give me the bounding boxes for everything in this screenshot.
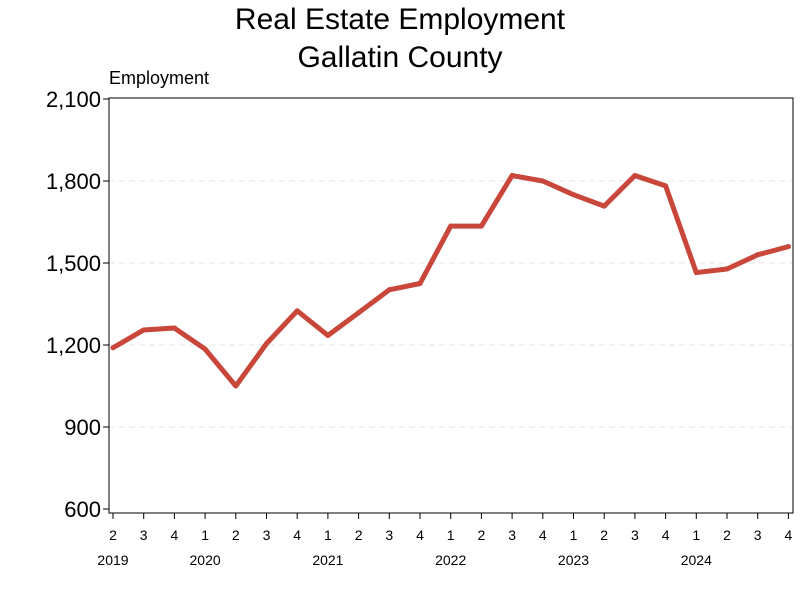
x-tick-label-quarter: 2	[109, 527, 117, 543]
x-tick-label-quarter: 4	[293, 527, 301, 543]
y-tick-label: 1,200	[46, 333, 101, 358]
data-point	[663, 183, 669, 189]
y-tick-label: 1,800	[46, 169, 101, 194]
x-tick-label-quarter: 4	[785, 527, 793, 543]
x-tick-label-quarter: 4	[539, 527, 547, 543]
x-tick-label-quarter: 3	[140, 527, 148, 543]
x-tick-label-quarter: 2	[723, 527, 731, 543]
grid-lines	[109, 180, 793, 428]
y-axis: 600 900 1,200 1,500 1,800 2,100	[46, 87, 109, 522]
chart-title-line-2: Gallatin County	[297, 41, 503, 74]
x-tick-label-quarter: 4	[171, 527, 179, 543]
x-year-label: 2022	[435, 552, 466, 568]
x-tick-label-quarter: 1	[324, 527, 332, 543]
x-tick-label-quarter: 1	[201, 527, 209, 543]
data-point	[571, 192, 576, 198]
data-point	[386, 287, 392, 293]
data-point	[448, 223, 454, 229]
x-tick-label-quarter: 2	[600, 527, 608, 543]
x-tick-label-quarter: 4	[662, 527, 670, 543]
x-year-label: 2019	[97, 552, 128, 568]
x-tick-label-quarter: 3	[631, 527, 639, 543]
x-tick-label-quarter: 3	[754, 527, 762, 543]
data-point	[417, 281, 423, 287]
data-point	[724, 266, 730, 272]
x-tick-label-quarter: 2	[232, 527, 240, 543]
data-point	[233, 383, 239, 389]
data-point	[601, 203, 607, 209]
series-layer	[110, 173, 791, 389]
y-tick-label: 600	[64, 497, 101, 522]
data-point	[202, 346, 208, 352]
x-axis: 2 3 4 1 2 3 4 1 2 3 4 1 2 3 4 1 2 3 4 1 2 3 4 2019 2020 2021 2022 2…	[97, 513, 793, 568]
x-tick-label-quarter: 1	[692, 527, 700, 543]
x-tick-label-quarter: 2	[355, 527, 363, 543]
data-point	[264, 341, 269, 347]
x-year-label: 2023	[558, 552, 589, 568]
y-tick-label: 900	[64, 415, 101, 440]
x-tick-label-quarter: 2	[478, 527, 486, 543]
x-tick-label-quarter: 1	[570, 527, 578, 543]
chart-title-line-1: Real Estate Employment	[234, 3, 566, 36]
x-tick-label-quarter: 4	[416, 527, 424, 543]
data-point	[478, 223, 484, 229]
data-point	[294, 308, 300, 314]
x-tick-label-quarter: 3	[385, 527, 393, 543]
data-point	[785, 244, 791, 250]
series-line	[110, 173, 791, 389]
y-tick-label: 2,100	[46, 87, 101, 112]
x-tick-label-quarter: 3	[508, 527, 516, 543]
data-point	[632, 173, 638, 179]
x-year-label: 2021	[312, 552, 343, 568]
data-point	[141, 327, 147, 333]
data-point	[693, 270, 699, 276]
x-tick-label-quarter: 3	[263, 527, 271, 543]
x-year-label: 2020	[190, 552, 221, 568]
plot-frame	[108, 97, 794, 514]
data-point	[110, 345, 116, 351]
data-point	[356, 310, 362, 316]
y-tick-label: 1,500	[46, 251, 101, 276]
data-point	[540, 178, 546, 184]
data-point	[755, 252, 761, 258]
data-point	[509, 173, 515, 179]
data-point	[171, 325, 177, 331]
x-tick-label-quarter: 1	[447, 527, 455, 543]
y-axis-label: Employment	[109, 68, 210, 88]
x-year-label: 2024	[681, 552, 712, 568]
data-point	[325, 332, 331, 338]
